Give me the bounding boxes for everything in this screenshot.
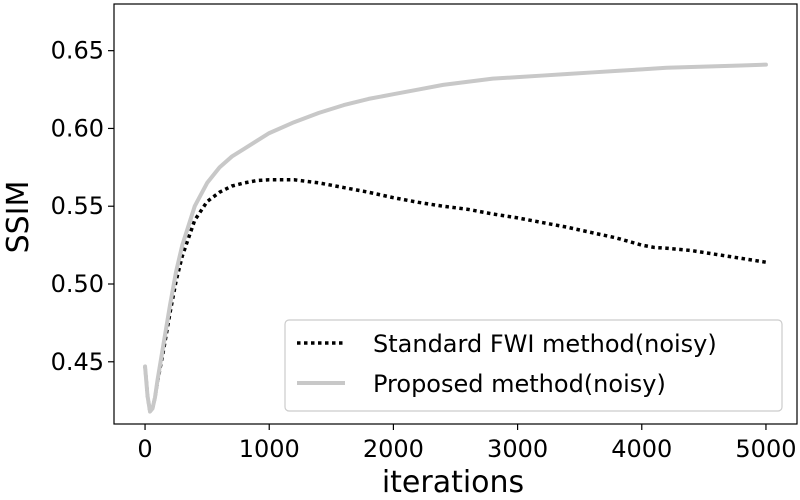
- x-tick-label: 5000: [735, 435, 796, 463]
- y-tick-label: 0.55: [51, 192, 104, 220]
- y-tick-label: 0.60: [51, 114, 104, 142]
- legend-box: [284, 319, 783, 412]
- x-tick-label: 2000: [363, 435, 424, 463]
- x-tick-label: 4000: [611, 435, 672, 463]
- legend-label-1: Standard FWI method(noisy): [373, 330, 717, 358]
- y-tick-label: 0.45: [51, 348, 104, 376]
- legend-label-2: Proposed method(noisy): [373, 370, 666, 398]
- plot-frame: [113, 3, 798, 425]
- x-tick-label: 3000: [487, 435, 548, 463]
- x-tick-label: 0: [137, 435, 152, 463]
- y-axis-label: SSIM: [1, 181, 36, 254]
- y-axis: 0.45 0.50 0.55 0.60 0.65: [51, 37, 114, 376]
- x-tick-label: 1000: [239, 435, 300, 463]
- y-tick-label: 0.50: [51, 270, 104, 298]
- x-axis: 0 1000 2000 3000 4000 5000: [137, 424, 796, 463]
- series-line-2: [143, 62, 768, 414]
- legend: Standard FWI method(noisy) Proposed metho…: [284, 319, 783, 412]
- y-tick-label: 0.65: [51, 37, 104, 65]
- series-layer: [143, 62, 768, 414]
- x-axis-label: iterations: [382, 465, 524, 500]
